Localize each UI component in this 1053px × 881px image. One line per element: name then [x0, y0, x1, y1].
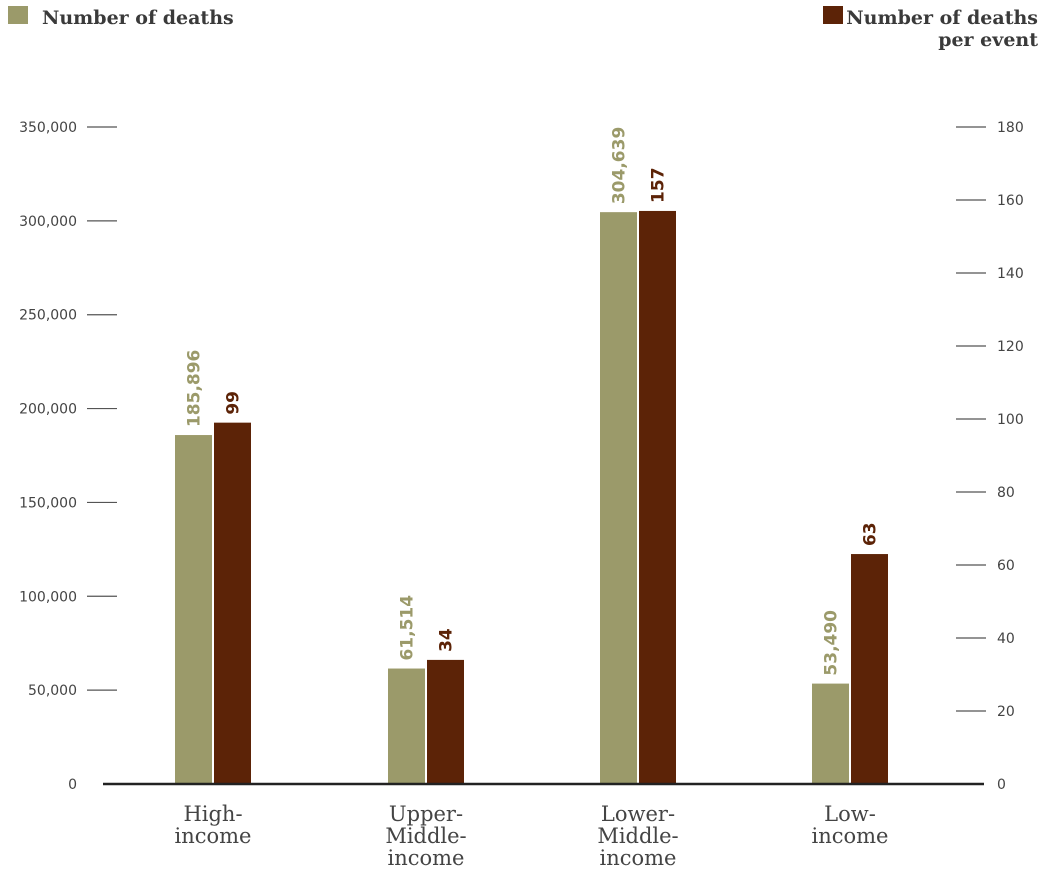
bar-deaths-per-event: [214, 422, 251, 784]
bar-number-of-deaths: [600, 212, 637, 785]
category-label: income: [175, 824, 252, 848]
data-label-deaths-per-event: 99: [224, 391, 244, 415]
category-label: Low-: [824, 802, 876, 826]
right-tick-label: 20: [997, 704, 1015, 720]
legend-label-number-of-deaths: Number of deaths: [42, 7, 234, 29]
category-label: High-: [183, 802, 242, 826]
category-label: Upper-: [389, 802, 463, 826]
legend-label-deaths-per-event: Number of deaths: [846, 7, 1038, 29]
category-label: Lower-: [601, 802, 675, 826]
right-tick-label: 160: [997, 193, 1024, 209]
left-tick-label: 350,000: [19, 120, 77, 136]
bars: [175, 210, 888, 785]
legend-swatch-deaths-per-event: [823, 6, 843, 24]
data-label-number-of-deaths: 61,514: [398, 595, 418, 661]
bar-number-of-deaths: [175, 435, 212, 784]
right-tick-label: 100: [997, 412, 1024, 428]
data-label-number-of-deaths: 304,639: [610, 127, 630, 204]
bar-deaths-per-event: [851, 554, 888, 784]
data-label-deaths-per-event: 157: [649, 167, 669, 203]
left-tick-label: 300,000: [19, 214, 77, 230]
category-label: Middle-: [385, 824, 466, 848]
category-label: income: [812, 824, 889, 848]
right-tick-label: 120: [997, 339, 1024, 355]
left-tick-label: 200,000: [19, 402, 77, 418]
bar-number-of-deaths: [388, 668, 425, 784]
legend-label-deaths-per-event: per event: [938, 29, 1038, 51]
data-label-deaths-per-event: 34: [437, 628, 457, 652]
data-label-number-of-deaths: 185,896: [185, 350, 205, 427]
left-tick-label: 0: [68, 777, 77, 793]
data-labels: 185,896 99 61,514 34 304,639 157 53,490 63: [185, 127, 881, 676]
data-label-number-of-deaths: 53,490: [822, 610, 842, 676]
left-tick-label: 150,000: [19, 495, 77, 511]
right-tick-label: 60: [997, 558, 1015, 574]
right-tick-label: 180: [997, 120, 1024, 136]
right-tick-label: 80: [997, 485, 1015, 501]
right-tick-label: 140: [997, 266, 1024, 282]
category-label: Middle-: [597, 824, 678, 848]
left-tick-label: 250,000: [19, 308, 77, 324]
bar-deaths-per-event: [639, 210, 676, 784]
right-tick-label: 0: [997, 777, 1006, 793]
bar-deaths-per-event: [427, 659, 464, 784]
category-label: income: [388, 846, 465, 870]
category-label: income: [600, 846, 677, 870]
right-tick-label: 40: [997, 631, 1015, 647]
data-label-deaths-per-event: 63: [861, 522, 881, 546]
legend-swatch-number-of-deaths: [8, 6, 28, 24]
right-y-axis: 0 20 40 60 80 100 120 140 160 180: [956, 120, 1024, 793]
left-tick-label: 100,000: [19, 589, 77, 605]
left-y-axis: 0 50,000 100,000 150,000 200,000 250,000 300,0…: [19, 120, 117, 793]
left-tick-label: 50,000: [28, 683, 77, 699]
x-axis: High-incomeUpper-Middle-incomeLower-Midd…: [103, 782, 984, 870]
bar-number-of-deaths: [812, 683, 849, 784]
